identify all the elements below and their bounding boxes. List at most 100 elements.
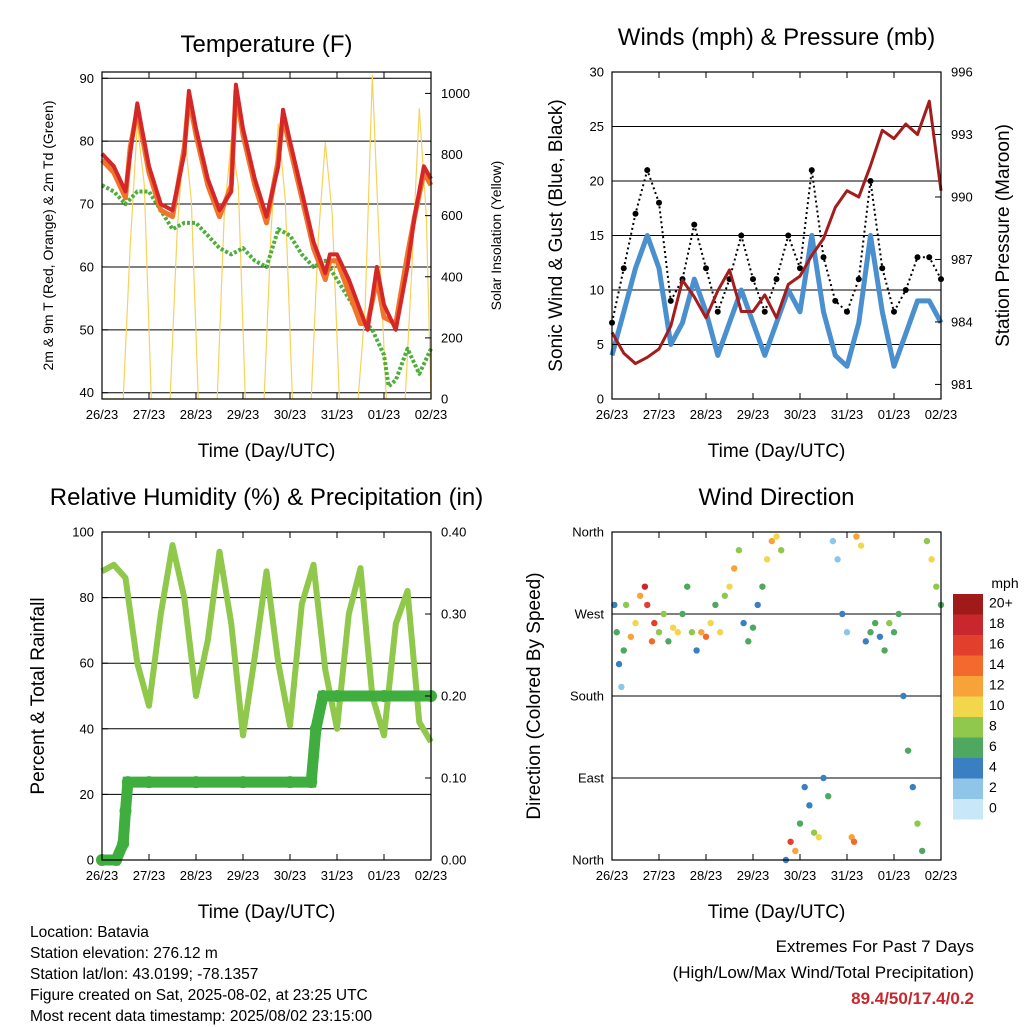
wind_direction-ylabel: Direction (Colored By Speed) <box>524 572 545 819</box>
humidity-title: Relative Humidity (%) & Precipitation (i… <box>50 484 483 511</box>
y2-tick-label: 996 <box>951 65 973 80</box>
direction-point <box>627 633 634 640</box>
elevation-text: Station elevation: 276.12 m <box>30 945 218 962</box>
y2-tick-label: 1000 <box>441 86 470 101</box>
x-tick-label: 01/23 <box>368 868 401 883</box>
colorbar-label: 2 <box>989 779 997 795</box>
y-tick-label: 10 <box>590 283 604 298</box>
extremes-title: Extremes For Past 7 Days <box>775 937 974 956</box>
x-tick-label: 29/23 <box>737 407 770 422</box>
direction-point <box>721 592 728 599</box>
y2-tick-label: 0.20 <box>441 689 466 704</box>
direction-point <box>933 583 940 590</box>
x-tick-label: 28/23 <box>690 868 723 883</box>
direction-point <box>622 601 630 609</box>
colorbar-swatch <box>953 737 983 758</box>
winds-title: Winds (mph) & Pressure (mb) <box>618 24 935 51</box>
direction-point <box>778 547 785 554</box>
x-tick-label: 02/23 <box>415 868 448 883</box>
temperature-y2label: Solar Insolation (Yellow) <box>488 161 504 311</box>
direction-point <box>632 619 639 627</box>
colorbar-swatch <box>953 676 983 697</box>
colorbar-swatch <box>953 758 983 779</box>
direction-point <box>919 847 926 855</box>
y-tick-label: 60 <box>80 656 94 671</box>
direction-point <box>731 565 738 572</box>
y-tick-label: 40 <box>80 385 94 400</box>
x-tick-label: 31/23 <box>321 868 354 883</box>
latlon-text: Station lat/lon: 43.0199; -78.1357 <box>30 966 259 983</box>
x-tick-label: 31/23 <box>831 407 864 422</box>
y-tick-label: 0 <box>87 853 94 868</box>
y-tick-label: 20 <box>590 174 604 189</box>
colorbar-label: 16 <box>989 636 1005 652</box>
series-relative-humidity <box>100 542 434 744</box>
colorbar-label: 12 <box>989 677 1005 693</box>
x-tick-label: 28/23 <box>180 407 213 422</box>
gust-point <box>808 167 815 174</box>
y-tick-label: West <box>575 607 605 622</box>
direction-point <box>834 556 841 563</box>
x-tick-label: 01/23 <box>368 407 401 422</box>
x-tick-label: 29/23 <box>227 868 260 883</box>
y-tick-label: East <box>578 771 604 786</box>
gust-point <box>820 254 827 261</box>
direction-point <box>923 537 931 545</box>
colorbar-swatch <box>953 594 983 615</box>
x-tick-label: 26/23 <box>86 868 119 883</box>
x-tick-label: 29/23 <box>227 407 260 422</box>
colorbar-label: 8 <box>989 718 997 734</box>
direction-point <box>745 638 752 645</box>
x-tick-label: 27/23 <box>643 868 676 883</box>
y-tick-label: 70 <box>80 197 94 212</box>
direction-point <box>735 547 743 554</box>
gust-point <box>879 265 886 272</box>
precip-point <box>121 776 134 789</box>
direction-point <box>702 633 710 640</box>
direction-point <box>637 592 644 599</box>
y-tick-label: 0 <box>597 392 604 407</box>
y-tick-label: South <box>570 689 604 704</box>
y2-tick-label: 0 <box>441 392 448 407</box>
x-tick-label: 31/23 <box>321 407 354 422</box>
y2-tick-label: 987 <box>951 252 973 267</box>
recent-data-text: Most recent data timestamp: 2025/08/02 2… <box>30 1008 373 1025</box>
y2-tick-label: 0.30 <box>441 607 466 622</box>
direction-point <box>740 619 747 627</box>
colorbar-label: 18 <box>989 615 1005 631</box>
y-tick-label: 5 <box>597 337 604 352</box>
direction-point <box>890 629 898 636</box>
temperature-xlabel: Time (Day/UTC) <box>198 441 336 462</box>
direction-point <box>648 638 656 645</box>
y2-tick-label: 981 <box>951 377 973 392</box>
x-tick-label: 26/23 <box>596 868 629 883</box>
direction-point <box>914 820 921 827</box>
direction-point <box>613 629 620 636</box>
colorbar-label: 20+ <box>989 595 1013 611</box>
direction-point <box>904 747 912 754</box>
direction-point <box>801 783 808 791</box>
x-tick-label: 28/23 <box>180 868 213 883</box>
x-tick-label: 30/23 <box>784 868 817 883</box>
y-tick-label: North <box>572 853 604 868</box>
x-tick-label: 01/23 <box>878 868 911 883</box>
created-text: Figure created on Sat, 2025-08-02, at 23… <box>30 987 368 1004</box>
y-tick-label: 50 <box>80 322 94 337</box>
precip-point <box>190 776 202 789</box>
direction-point <box>759 583 766 590</box>
x-tick-label: 02/23 <box>925 407 958 422</box>
temperature-ylabel: 2m & 9m T (Red, Orange) & 2m Td (Green) <box>40 101 56 371</box>
direction-point <box>796 820 804 827</box>
precip-point <box>237 776 249 789</box>
y-tick-label: 40 <box>80 721 94 736</box>
direction-point <box>615 660 623 668</box>
direction-point <box>749 624 757 631</box>
direction-point <box>815 834 822 841</box>
y2-tick-label: 0.10 <box>441 771 466 786</box>
temperature-frame <box>101 71 432 400</box>
y-tick-label: 15 <box>590 228 604 243</box>
colorbar-swatch <box>953 635 983 656</box>
series-2m-td <box>101 183 433 389</box>
direction-point <box>684 583 691 590</box>
